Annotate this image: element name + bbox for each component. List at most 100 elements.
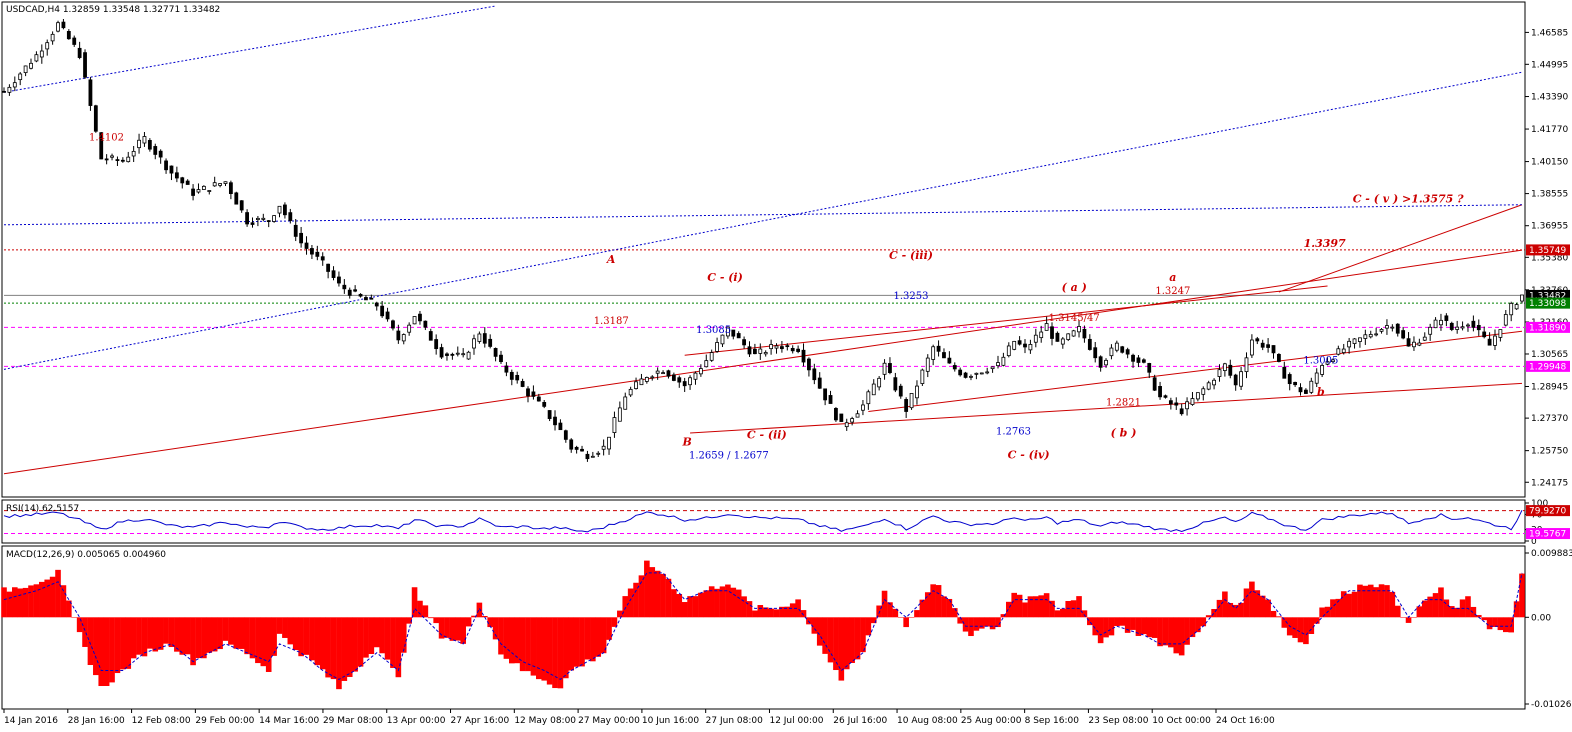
macd-hist-bar	[563, 617, 569, 679]
candle-body	[439, 347, 444, 358]
macd-hist-bar	[1519, 573, 1525, 618]
date-tick-label: 28 Jan 16:00	[68, 716, 125, 726]
date-tick-label: 14 Mar 16:00	[259, 716, 319, 726]
candle-body	[947, 357, 952, 364]
candle-body	[380, 305, 385, 317]
candle-body	[418, 313, 422, 322]
candle-body	[1449, 322, 1454, 330]
macd-hist-bar	[1135, 617, 1142, 636]
macd-hist-bar	[1427, 596, 1433, 618]
rsi-tick-label: 0	[1531, 537, 1537, 547]
macd-pane-border	[1, 545, 1526, 710]
date-tick-label: 27 Jun 08:00	[706, 716, 763, 726]
macd-hist-bar	[298, 617, 304, 657]
macd-hist-bar	[536, 617, 542, 680]
macd-hist-bar	[816, 617, 823, 646]
macd-hist-bar	[76, 617, 83, 633]
trend-blue-dotted-top	[3, 5, 496, 93]
macd-hist-bar	[1162, 617, 1169, 646]
macd-hist-bar	[800, 610, 807, 618]
candle-body	[1060, 338, 1065, 345]
price-badge-label: 1.31890	[1529, 323, 1566, 333]
macd-hist-bar	[406, 617, 412, 624]
macd-hist-bar	[1492, 617, 1498, 627]
price-tick-label: 1.28945	[1531, 383, 1568, 393]
macd-hist-bar	[827, 617, 834, 663]
macd-hist-bar	[22, 587, 29, 618]
candle-body	[1379, 328, 1384, 332]
candle-body	[580, 448, 584, 452]
macd-hist-bar	[822, 617, 828, 654]
candle-body	[758, 348, 763, 354]
macd-hist-bar	[789, 603, 796, 618]
macd-hist-bar	[1249, 581, 1255, 618]
macd-hist-bar	[930, 584, 936, 618]
candle-body	[104, 158, 109, 161]
macd-hist-bar	[325, 617, 331, 678]
candle-body	[320, 256, 325, 261]
macd-hist-bar	[757, 605, 764, 618]
candle-body	[1152, 377, 1157, 391]
wave-label: 1.3187	[594, 316, 629, 327]
macd-hist-bar	[228, 617, 234, 645]
wave-label: 1.4102	[89, 132, 124, 143]
candle-body	[1131, 354, 1135, 362]
candle-body	[590, 455, 595, 458]
macd-hist-bar	[638, 575, 645, 618]
price-pane: 1.4102 A 1.3187 C - (i) 1.3085 B 1.2659 / 1.26…	[1, 1, 1570, 498]
wave-label: 1.3247	[1155, 286, 1190, 297]
macd-hist-bar	[1173, 617, 1180, 654]
candle-body	[61, 21, 66, 29]
macd-hist-bar	[49, 576, 56, 618]
candle-body	[1039, 331, 1044, 339]
macd-hist-bar	[1297, 617, 1304, 643]
candle-body	[1363, 334, 1368, 339]
price-candles	[2, 18, 1524, 462]
candle-body	[893, 377, 898, 391]
candle-body	[709, 352, 714, 361]
trend-channel-mid	[3, 249, 1523, 475]
candle-body	[834, 408, 838, 421]
candle-body	[1293, 381, 1298, 386]
candle-body	[482, 333, 487, 344]
macd-hist-bar	[595, 617, 602, 657]
macd-hist-bar	[622, 596, 629, 618]
candle-body	[1141, 359, 1146, 363]
candle-body	[1422, 336, 1427, 341]
candle-body	[888, 363, 892, 374]
candle-body	[1206, 382, 1211, 390]
candle-body	[509, 371, 514, 380]
price-tick-label: 1.24175	[1531, 478, 1568, 488]
price-badge-label: 1.33482	[1529, 291, 1566, 301]
candle-body	[1455, 326, 1460, 330]
candle-body	[990, 366, 995, 370]
candle-body	[1125, 349, 1130, 355]
candle-body	[520, 381, 525, 387]
candle-body	[1395, 323, 1400, 334]
trend-blue-dotted-flat	[3, 204, 1523, 226]
candle-body	[412, 316, 417, 325]
date-axis[interactable]: 14 Jan 2016 28 Jan 16:00 12 Feb 08:00 29 Fe…	[3, 709, 1275, 726]
macd-hist-bar	[1362, 585, 1369, 618]
candle-body	[1023, 343, 1027, 348]
candle-body	[617, 407, 622, 422]
candle-body	[661, 372, 665, 375]
trend-blue-dotted-mid	[3, 71, 1523, 370]
price-badge	[1526, 297, 1570, 309]
macd-hist-bar	[806, 617, 812, 625]
macd-hist-bar	[1114, 617, 1120, 626]
macd-hist-bar	[1146, 617, 1153, 638]
wave-label: 1.3253	[894, 291, 929, 302]
macd-hist-bar	[865, 617, 872, 636]
candle-body	[1314, 372, 1319, 384]
macd-hist-bar	[6, 591, 13, 618]
macd-hist-bar	[1411, 617, 1417, 618]
macd-hist-bar	[1097, 617, 1104, 644]
candle-body	[715, 342, 719, 352]
candle-body	[256, 217, 260, 220]
macd-hist-bar	[449, 617, 456, 641]
price-axis[interactable]: 1.46585 1.44995 1.43390 1.41770 1.40150 1.385…	[1525, 28, 1568, 488]
macd-signal-line	[3, 572, 1523, 681]
macd-hist-bar	[271, 617, 277, 656]
